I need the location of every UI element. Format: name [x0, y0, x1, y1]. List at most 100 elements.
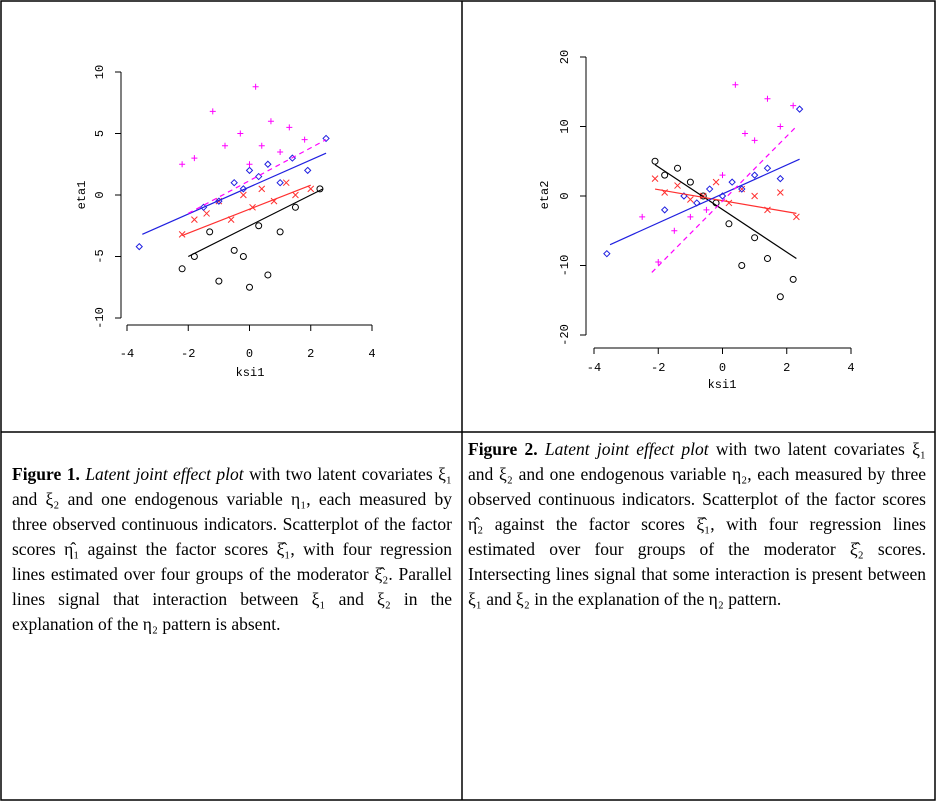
x-tick-label: 2 — [307, 347, 314, 361]
x-tick-label: -4 — [120, 347, 134, 361]
data-point — [230, 178, 238, 187]
data-point — [240, 191, 247, 199]
data-point — [777, 123, 784, 130]
caption-title: Latent joint effect plot — [85, 464, 244, 484]
data-point — [660, 206, 669, 214]
data-point — [687, 213, 694, 220]
y-tick-label: -10 — [93, 307, 107, 329]
data-point — [246, 283, 254, 291]
data-point — [750, 171, 759, 179]
regression-line — [654, 164, 797, 260]
data-point — [671, 227, 678, 234]
data-point — [719, 172, 726, 179]
data-point — [258, 185, 266, 193]
data-point — [264, 160, 272, 168]
data-point — [725, 220, 733, 228]
data-point — [763, 164, 772, 172]
x-tick-label: 2 — [783, 361, 790, 375]
x-tick-label: -4 — [587, 361, 601, 375]
data-point — [191, 155, 198, 162]
data-point — [751, 192, 758, 200]
data-point — [655, 259, 662, 266]
data-point — [751, 137, 758, 144]
data-point — [277, 148, 284, 155]
data-point — [303, 166, 312, 175]
data-point — [680, 192, 688, 200]
data-point — [258, 142, 265, 149]
data-point — [292, 191, 299, 199]
data-point — [776, 189, 784, 196]
data-point — [687, 196, 694, 203]
data-point — [661, 171, 669, 179]
data-point — [254, 172, 263, 181]
data-point — [651, 175, 659, 182]
caption: Figure 2. Latent joint effect plot with … — [468, 437, 926, 612]
data-point — [738, 262, 746, 269]
data-point — [776, 293, 784, 301]
data-point — [795, 105, 804, 113]
data-point — [603, 249, 611, 258]
data-point — [738, 185, 746, 193]
data-point — [651, 157, 659, 165]
data-point — [790, 102, 797, 109]
x-tick-label: -2 — [651, 361, 665, 375]
x-tick-label: 0 — [246, 347, 253, 361]
data-point — [639, 213, 646, 220]
data-point — [239, 185, 248, 193]
data-point — [307, 185, 315, 193]
caption-text: with two latent covariates ξ₁ and ξ₂ and… — [468, 439, 926, 609]
data-point — [764, 95, 771, 102]
data-point — [763, 255, 771, 262]
data-point — [728, 178, 736, 186]
x-tick-label: 4 — [368, 347, 375, 361]
data-point — [686, 178, 694, 186]
data-point — [282, 179, 290, 187]
data-point — [239, 253, 247, 260]
data-point — [245, 166, 254, 175]
data-point — [732, 81, 739, 88]
data-point — [674, 182, 681, 189]
x-axis-title: ksi1 — [236, 366, 265, 380]
data-point — [252, 83, 259, 90]
data-point — [246, 161, 253, 168]
data-point — [203, 210, 210, 217]
y-axis-title: eta2 — [538, 181, 552, 210]
data-point — [264, 271, 272, 279]
data-point — [703, 206, 710, 213]
y-tick-label: 20 — [558, 50, 572, 64]
data-point — [255, 222, 263, 230]
y-tick-label: -10 — [558, 255, 572, 277]
caption-title: Latent joint effect plot — [544, 439, 709, 459]
data-point — [674, 164, 682, 172]
y-tick-label: 5 — [93, 130, 107, 137]
data-point — [793, 213, 800, 221]
regression-line — [651, 126, 797, 273]
data-point — [286, 124, 293, 131]
data-point — [741, 130, 748, 137]
data-point — [135, 242, 143, 251]
regression-line — [187, 188, 324, 258]
regression-line — [142, 152, 327, 235]
x-tick-label: -2 — [181, 347, 195, 361]
caption-text: with two latent covariates ξ₁ and ξ₂ and… — [12, 464, 452, 634]
regression-line — [187, 139, 327, 214]
y-axis-title: eta1 — [75, 181, 89, 210]
y-tick-label: 0 — [93, 191, 107, 198]
data-point — [178, 231, 186, 238]
data-point — [776, 174, 785, 183]
data-point — [276, 178, 284, 187]
data-point — [705, 185, 714, 193]
y-tick-label: 10 — [93, 65, 107, 79]
data-point — [222, 142, 228, 149]
y-tick-label: -20 — [558, 324, 572, 346]
y-tick-label: 10 — [558, 119, 572, 133]
data-point — [789, 275, 797, 283]
data-point — [276, 228, 284, 236]
data-point — [291, 203, 299, 211]
data-point — [712, 178, 720, 186]
data-point — [322, 134, 330, 143]
data-point — [237, 130, 244, 137]
